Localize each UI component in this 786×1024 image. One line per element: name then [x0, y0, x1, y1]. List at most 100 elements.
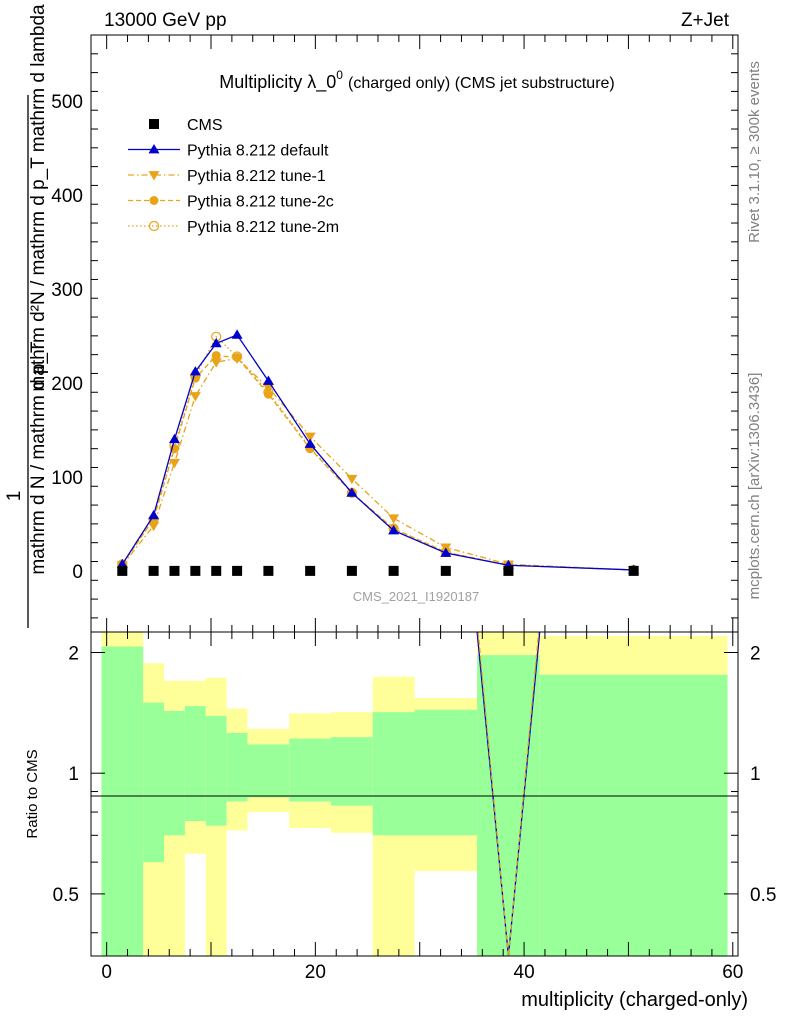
ratio-band-bin [164, 680, 185, 956]
y-axis-label-right-fraction: mathrm d²N / mathrm d p_T mathrm d lambd… [28, 4, 49, 392]
data-point [189, 392, 201, 402]
data-point [304, 438, 316, 448]
series-pythia-8-212-tune-1 [116, 354, 640, 576]
ratio-band-bin [226, 708, 248, 831]
series-pythia-8-212-default [116, 329, 640, 574]
data-point [388, 524, 400, 535]
y-axis-label-denominator: mathrm d N / mathrm d p_T [28, 341, 49, 575]
ratio-band-inner [247, 744, 290, 798]
ratio-band-inner [164, 710, 185, 836]
legend-label: Pythia 8.212 default [187, 143, 329, 160]
ratio-y-tick-label-left: 1 [68, 764, 79, 785]
ratio-band-inner [372, 712, 415, 836]
data-point [168, 433, 180, 444]
data-point [211, 565, 222, 576]
title-main: Multiplicity λ_0 [219, 72, 336, 93]
data-point [388, 565, 399, 576]
data-point [262, 375, 274, 385]
mcplots-credit-text: mcplots.cern.ch [arXiv:1306.3436] [746, 373, 763, 600]
ratio-axis-ticks: 0.5 0.51 12 20 20 40 60 [53, 632, 776, 983]
data-point [169, 565, 180, 576]
legend-entry: Pythia 8.212 tune-2c [128, 194, 334, 211]
data-point [346, 487, 358, 497]
legend-marker [149, 119, 159, 129]
series-line [121, 354, 634, 571]
series-pythia-8-212-tune-2c [117, 351, 639, 575]
main-y-tick-label: 0 [72, 562, 83, 583]
legend-label: CMS [187, 117, 223, 134]
main-y-tick-label: 500 [51, 92, 83, 113]
main-y-tick-label: 200 [51, 374, 83, 395]
data-point [210, 337, 222, 348]
legend: CMS Pythia 8.212 default Pythia 8.212 tune… [128, 117, 339, 236]
ratio-line [477, 631, 540, 957]
data-point [346, 565, 357, 576]
data-point [440, 547, 452, 557]
legend-entry: Pythia 8.212 tune-2m [128, 219, 339, 236]
ratio-band-inner [143, 702, 165, 863]
title-rest: (charged only) (CMS jet substructure) [348, 75, 615, 92]
ratio-bands [101, 632, 728, 956]
ratio-y-tick-label-right: 0.5 [750, 885, 776, 906]
legend-entry: Pythia 8.212 tune-1 [128, 168, 326, 185]
data-point [628, 565, 639, 576]
main-y-tick-label: 400 [51, 186, 83, 207]
data-point [305, 565, 316, 576]
ratio-band-inner [205, 715, 227, 826]
legend-marker [148, 171, 160, 181]
data-point [232, 565, 243, 576]
main-plot-title: Multiplicity λ_00 (charged only) (CMS jet… [219, 68, 615, 93]
rivet-version-text: Rivet 3.1.10, ≥ 300k events [746, 61, 763, 243]
ratio-band-bin [205, 677, 227, 956]
ratio-band-inner [101, 646, 144, 956]
ratio-y-tick-label-right: 2 [750, 644, 761, 665]
x-tick-label: 40 [514, 962, 535, 983]
process-label: Z+Jet [681, 10, 730, 31]
data-point [231, 351, 243, 362]
ratio-band-inner [184, 706, 206, 821]
ratio-band-bin [331, 712, 373, 833]
legend-label: Pythia 8.212 tune-2c [187, 194, 334, 211]
data-point [263, 387, 274, 398]
ratio-band-inner [289, 738, 332, 802]
x-tick-label: 0 [101, 962, 112, 983]
ratio-y-axis-label: Ratio to CMS [24, 749, 41, 838]
ratio-panel-frame [90, 631, 739, 957]
ratio-band-bin [289, 713, 332, 829]
x-tick-label: 60 [722, 962, 743, 983]
energy-label: 13000 GeV pp [104, 10, 227, 31]
series-line [121, 357, 634, 571]
legend-entry: CMS [149, 117, 223, 134]
series-line [121, 335, 634, 571]
legend-marker [149, 196, 159, 205]
ratio-band-bin [184, 680, 206, 854]
legend-marker [148, 144, 160, 154]
ratio-y-tick-label-right: 1 [750, 764, 761, 785]
ratio-band-bin [247, 728, 290, 813]
ratio-band-inner [539, 674, 728, 956]
data-point [304, 432, 316, 442]
data-point [148, 565, 159, 576]
ratio-band-bin [372, 676, 415, 956]
data-point [388, 514, 400, 524]
data-point [231, 329, 243, 339]
ratio-band-bin [414, 698, 478, 872]
ratio-band-inner [477, 655, 540, 956]
y-axis-label-numerator: 1 [4, 491, 25, 502]
ratio-y-tick-label-left: 0.5 [53, 885, 79, 906]
data-point [148, 509, 160, 520]
ratio-y-tick-label-left: 2 [68, 644, 79, 665]
ratio-band-bin [101, 632, 144, 956]
legend-entry: Pythia 8.212 default [128, 143, 329, 160]
series-line [121, 334, 634, 571]
series-cms [117, 565, 639, 576]
ratio-band-bin [143, 663, 165, 956]
x-axis-label: multiplicity (charged-only) [521, 989, 748, 1011]
title-superscript: 0 [336, 68, 343, 82]
data-point [503, 565, 514, 576]
ratio-band-inner [331, 737, 373, 806]
legend-label: Pythia 8.212 tune-2m [187, 219, 339, 236]
data-point [168, 458, 180, 469]
x-tick-label: 20 [305, 962, 326, 983]
data-point [440, 565, 451, 576]
